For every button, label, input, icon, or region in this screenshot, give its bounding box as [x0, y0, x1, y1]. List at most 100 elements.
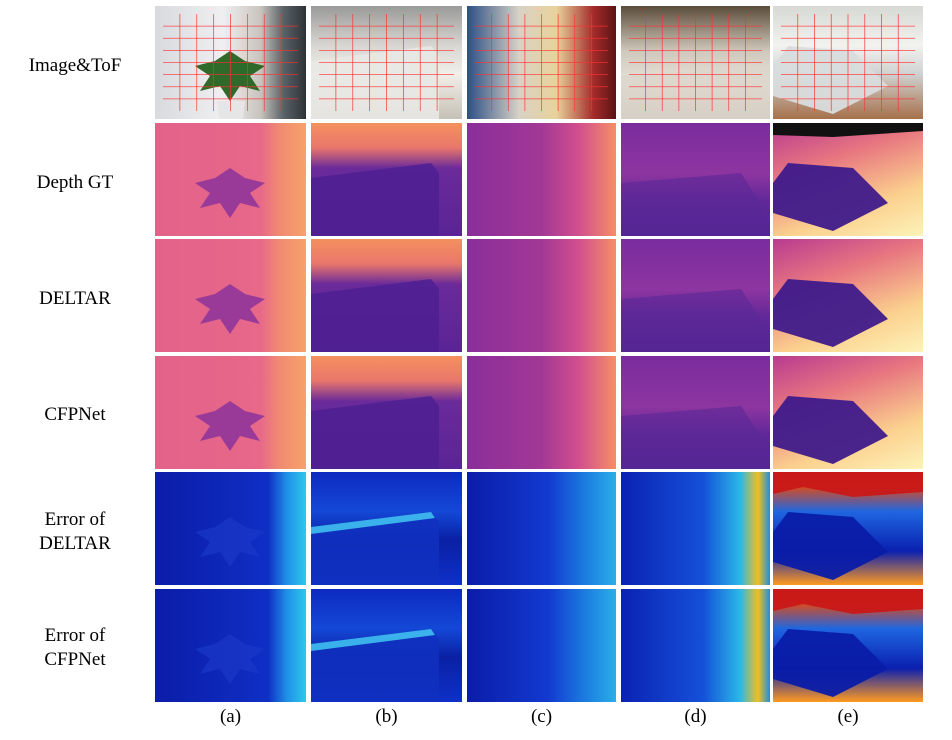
scene-shape — [311, 629, 439, 702]
panel-deltar-5 — [773, 239, 923, 352]
panel-error-deltar-3 — [467, 472, 616, 585]
panel-overlay — [163, 14, 298, 119]
row-label-line: Error of — [44, 625, 106, 646]
panel-error-cfpnet-3 — [467, 589, 616, 702]
panel-depth-gt-3 — [467, 123, 616, 236]
panel-cfpnet-2 — [311, 356, 462, 469]
panel-overlay — [195, 401, 265, 451]
column-label: (a) — [219, 706, 242, 727]
panel-overlay — [311, 629, 439, 702]
panel-overlay — [621, 289, 770, 352]
column-label: (b) — [375, 706, 398, 727]
panel-overlay — [621, 14, 770, 119]
panel-overlay — [621, 472, 770, 585]
scene-shape — [773, 512, 888, 580]
scene-shape — [773, 163, 888, 231]
panel-error-cfpnet-2 — [311, 589, 462, 702]
panel-depth-gt-1 — [155, 123, 306, 236]
panel-overlay — [475, 14, 608, 111]
panel-error-deltar-1 — [155, 472, 306, 585]
scene-shape — [773, 589, 923, 614]
scene-shape — [773, 123, 923, 137]
panel-error-cfpnet-5 — [773, 589, 923, 702]
scene-shape — [773, 629, 888, 697]
panel-deltar-4 — [621, 239, 770, 352]
row-label-error-deltar: Error of DELTAR — [0, 508, 150, 556]
panel-overlay — [311, 396, 439, 469]
panel-overlay — [773, 472, 923, 580]
column-label: (d) — [684, 706, 707, 727]
row-label-line: Image&ToF — [28, 55, 122, 76]
column-label: (e) — [837, 706, 859, 727]
scene-shape — [311, 629, 435, 651]
panel-error-deltar-2 — [311, 472, 462, 585]
scene-shape — [773, 472, 923, 497]
panel-error-cfpnet-4 — [621, 589, 770, 702]
scene-shape — [217, 101, 245, 119]
panel-depth-gt-4 — [621, 123, 770, 236]
panel-error-deltar-5 — [773, 472, 923, 585]
panel-overlay — [621, 406, 770, 469]
scene-shape — [773, 279, 888, 347]
scene-shape — [311, 512, 439, 585]
scene-shape — [311, 396, 439, 469]
panel-overlay — [621, 173, 770, 236]
scene-shape — [195, 517, 265, 567]
scene-shape — [773, 46, 888, 114]
scene-shape — [621, 406, 770, 469]
panel-overlay — [467, 239, 616, 352]
panel-overlay — [311, 14, 454, 119]
scene-shape — [773, 396, 888, 464]
panel-overlay — [195, 517, 265, 567]
panel-overlay — [467, 589, 616, 702]
row-label-line: Error of — [44, 509, 106, 530]
scene-shape — [311, 163, 439, 236]
panel-overlay — [311, 279, 439, 352]
panel-overlay — [467, 123, 616, 236]
scene-shape — [621, 173, 770, 236]
scene-shape — [621, 289, 770, 352]
row-label-deltar: DELTAR — [0, 287, 150, 311]
scene-shape — [195, 168, 265, 218]
panel-image-tof-3 — [467, 6, 616, 119]
panel-image-tof-1 — [155, 6, 306, 119]
panel-error-cfpnet-1 — [155, 589, 306, 702]
panel-deltar-1 — [155, 239, 306, 352]
row-label-depth-gt: Depth GT — [0, 171, 150, 195]
row-label-line: Depth GT — [36, 172, 114, 193]
panel-cfpnet-3 — [467, 356, 616, 469]
scene-shape — [195, 634, 265, 684]
panel-overlay — [467, 356, 616, 469]
panel-overlay — [773, 396, 888, 464]
panel-image-tof-2 — [311, 6, 462, 119]
scene-shape — [311, 46, 439, 119]
scene-shape — [195, 284, 265, 334]
panel-overlay — [773, 14, 915, 114]
row-label-line: DELTAR — [39, 288, 111, 309]
panel-overlay — [773, 589, 923, 697]
column-label: (c) — [530, 706, 553, 727]
scene-shape — [311, 512, 435, 534]
panel-depth-gt-2 — [311, 123, 462, 236]
scene-shape — [311, 279, 439, 352]
row-label-error-cfpnet: Error of CFPNet — [0, 624, 150, 672]
panel-overlay — [311, 512, 439, 585]
panel-overlay — [621, 589, 770, 702]
panel-error-deltar-4 — [621, 472, 770, 585]
panel-overlay — [195, 168, 265, 218]
panel-depth-gt-5 — [773, 123, 923, 236]
panel-overlay — [311, 163, 439, 236]
panel-overlay — [195, 634, 265, 684]
panel-cfpnet-1 — [155, 356, 306, 469]
panel-overlay — [467, 472, 616, 585]
panel-cfpnet-5 — [773, 356, 923, 469]
row-label-line: DELTAR — [39, 533, 111, 554]
panel-overlay — [773, 123, 923, 231]
panel-overlay — [195, 284, 265, 334]
scene-shape — [195, 401, 265, 451]
panel-image-tof-5 — [773, 6, 923, 119]
row-label-line: CFPNet — [44, 649, 106, 670]
scene-shape — [195, 51, 265, 101]
panel-image-tof-4 — [621, 6, 770, 119]
panel-overlay — [773, 279, 888, 347]
